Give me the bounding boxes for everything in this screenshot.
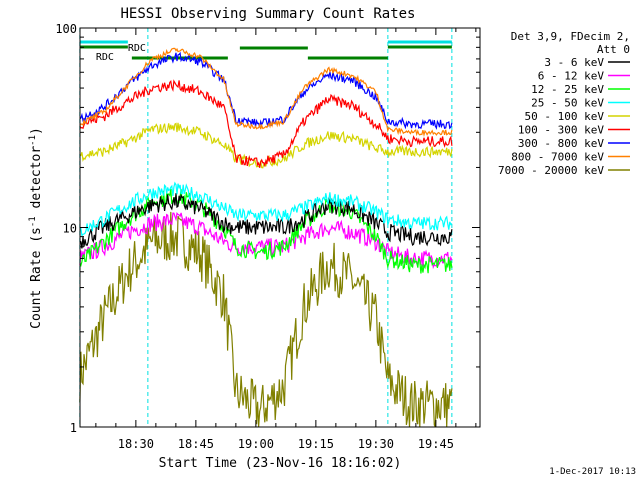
x-tick-label: 19:30: [358, 437, 394, 451]
series-line-2: [79, 211, 453, 270]
x-tick-label: 18:45: [178, 437, 214, 451]
legend-header: Att 0: [597, 43, 630, 56]
x-tick-label: 19:45: [418, 437, 454, 451]
legend-header: Det 3,9, FDecim 2,: [511, 30, 630, 43]
y-tick-label: 10: [63, 222, 77, 236]
y-tick-label: 1: [70, 421, 77, 435]
x-axis-label: Start Time (23-Nov-16 18:16:02): [159, 456, 402, 471]
series-line-5: [79, 122, 453, 169]
legend-label: 100 - 300 keV: [518, 124, 604, 137]
series-line-8: [79, 47, 453, 138]
y-tick-label: 100: [55, 22, 77, 36]
series-line-4: [79, 181, 453, 237]
series-line-1: [79, 193, 453, 249]
plot-area: RDC RDC: [79, 28, 453, 428]
timestamp: 1-Dec-2017 10:13: [549, 467, 636, 477]
legend-label: 800 - 7000 keV: [511, 151, 604, 164]
y-axis-label: Count Rate (s-1 detector-1): [28, 127, 44, 329]
annotation-rdc: RDC: [96, 52, 114, 63]
legend-label: 3 - 6 keV: [544, 56, 604, 69]
legend-label: 6 - 12 keV: [538, 70, 605, 83]
legend-label: 50 - 100 keV: [525, 110, 605, 123]
series-line-7: [79, 51, 453, 130]
x-tick-label: 19:00: [238, 437, 274, 451]
annotation-rdc: RDC: [128, 43, 146, 54]
chart-title: HESSI Observing Summary Count Rates: [120, 6, 415, 22]
series-line-3: [79, 188, 453, 274]
legend-label: 12 - 25 keV: [531, 83, 604, 96]
series-line-9: [79, 211, 453, 428]
series-line-6: [79, 79, 453, 168]
x-tick-label: 19:15: [298, 437, 334, 451]
legend-label: 25 - 50 keV: [531, 97, 604, 110]
legend-label: 7000 - 20000 keV: [498, 164, 604, 177]
legend-label: 300 - 800 keV: [518, 137, 604, 150]
x-tick-label: 18:30: [118, 437, 154, 451]
axes: 18:30 18:45 19:00 19:15 19:30 19:45 1 10 100: [55, 22, 480, 451]
